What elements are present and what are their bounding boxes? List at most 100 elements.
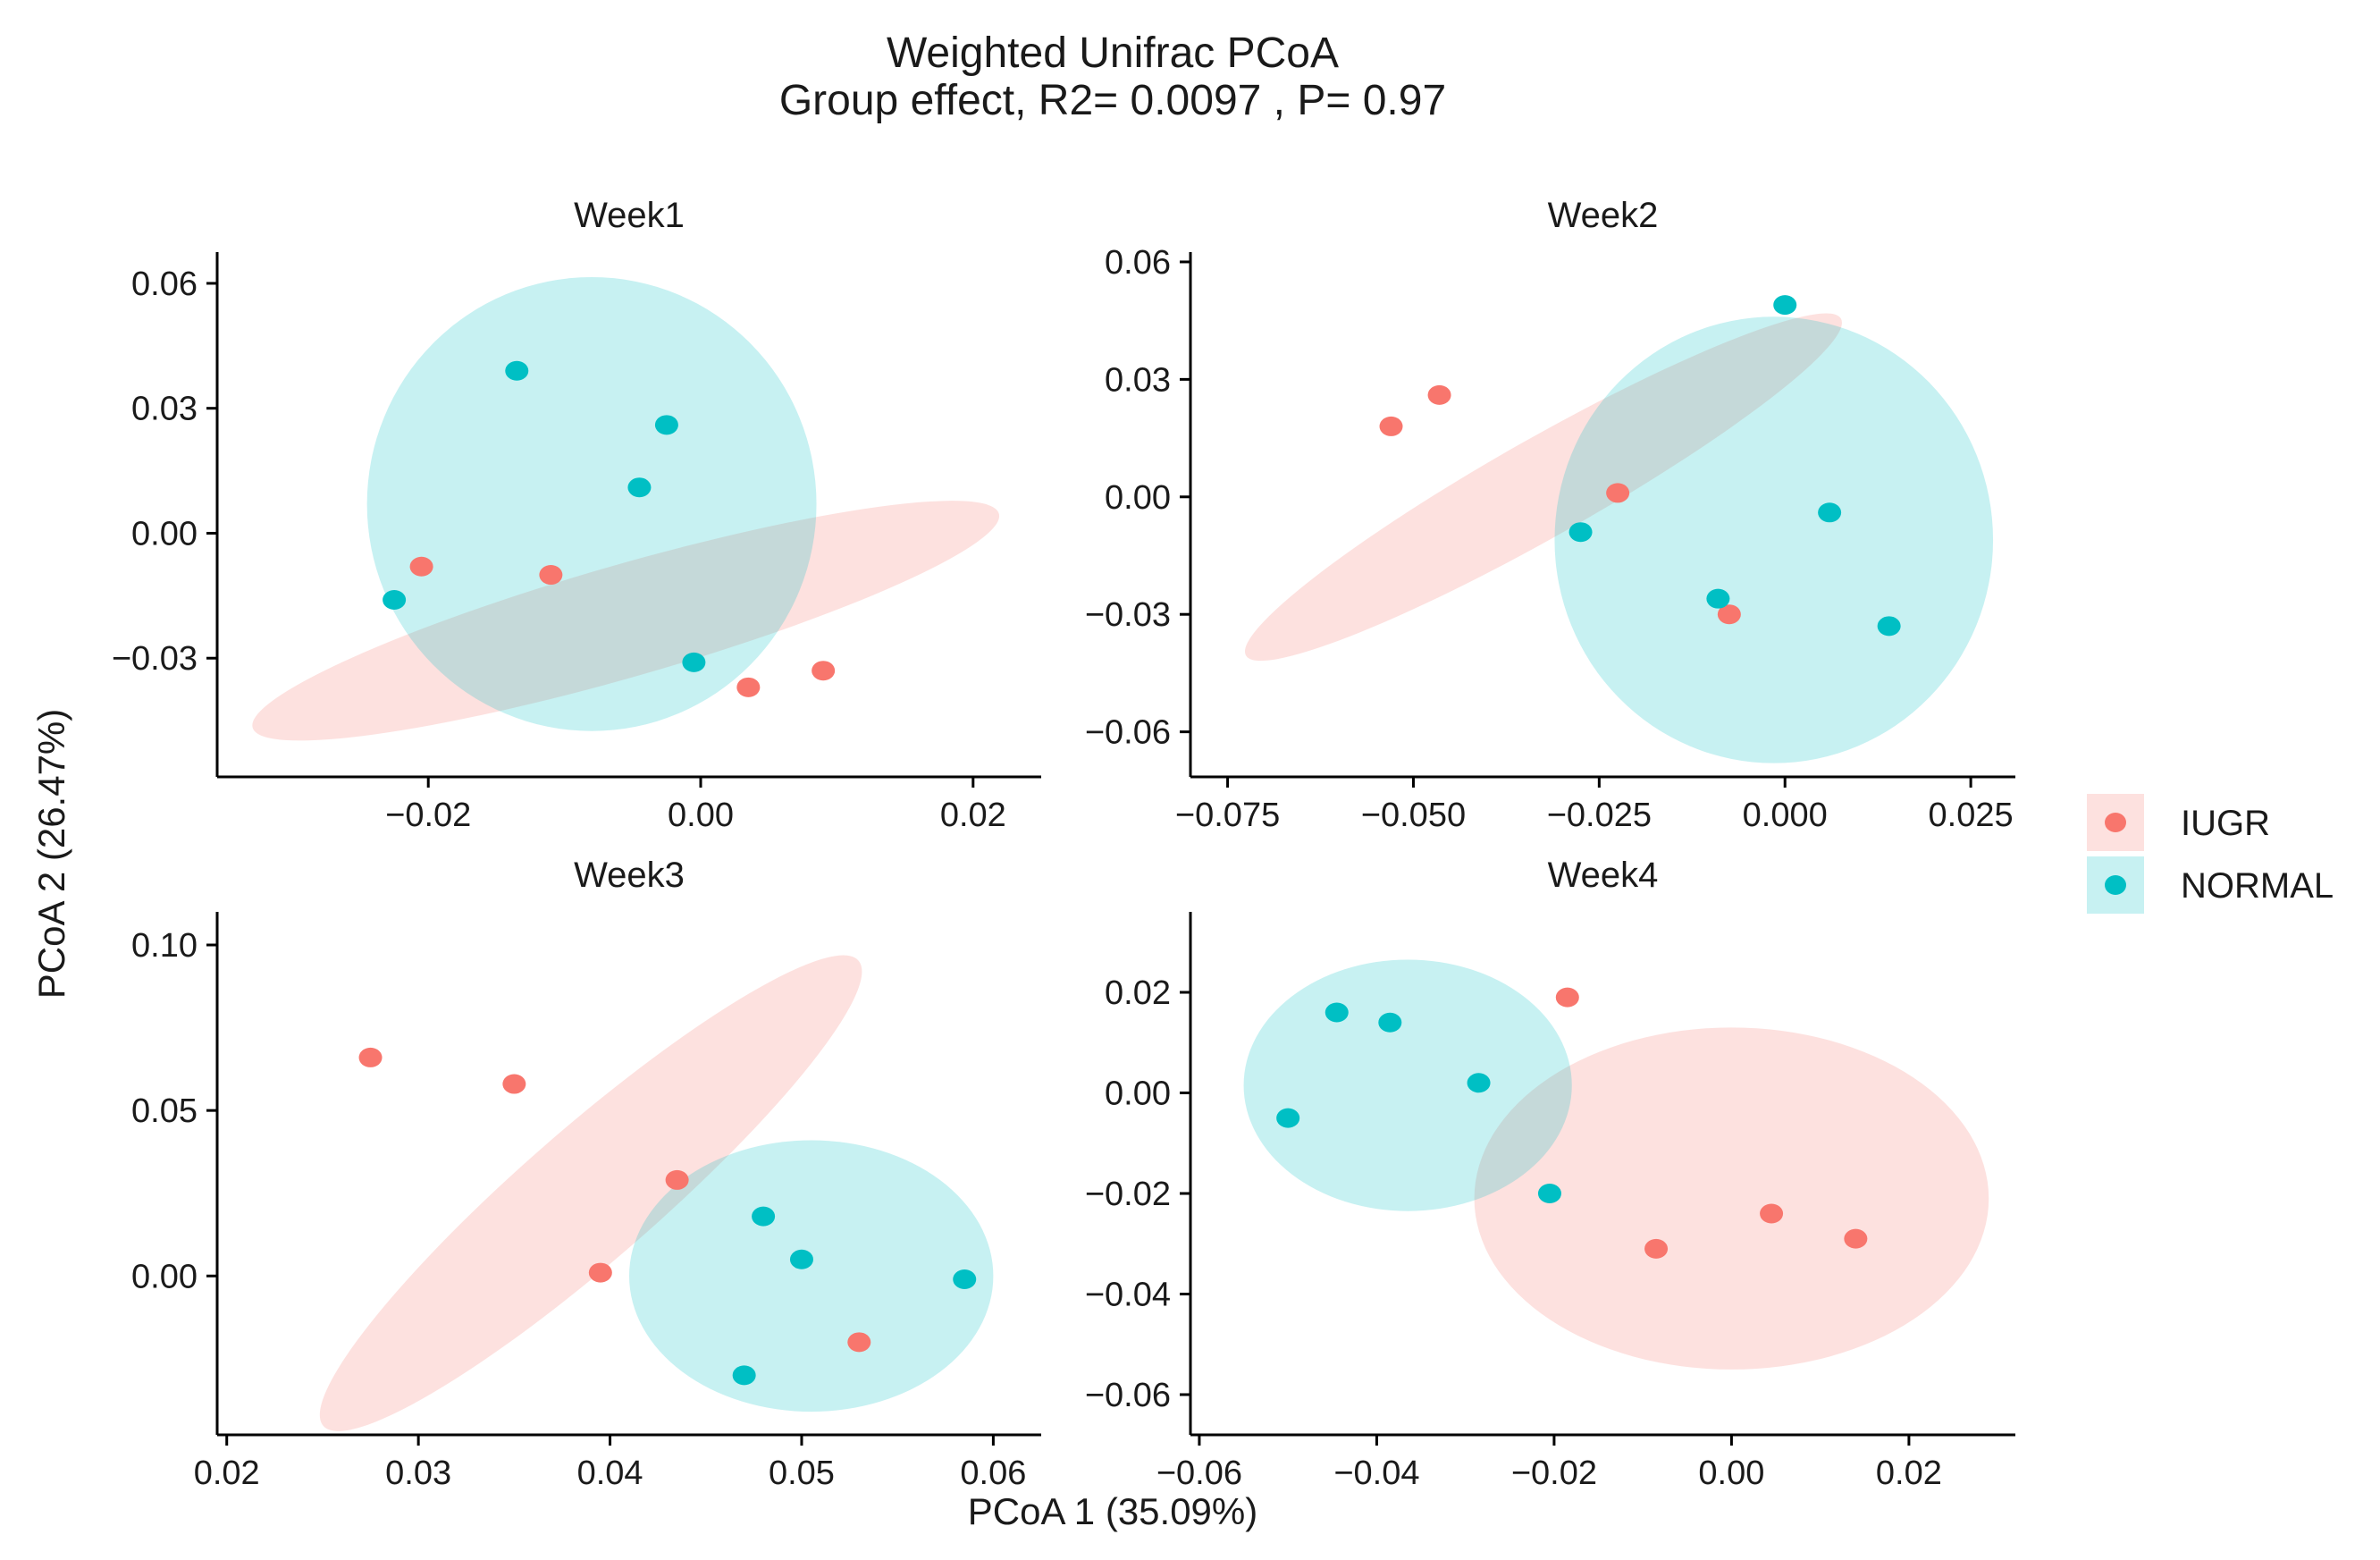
point-normal-week2-2 xyxy=(1818,502,1842,523)
point-iugr-week1-4 xyxy=(812,661,836,681)
points-week1 xyxy=(383,360,836,697)
x-tick-label-week1-3: 0.02 xyxy=(940,797,1006,834)
ellipse-normal-week1 xyxy=(366,276,817,731)
legend-label-iugr: IUGR xyxy=(2181,804,2270,843)
x-tick-label-week4-1: −0.06 xyxy=(1156,1455,1242,1492)
point-normal-week4-5 xyxy=(1537,1184,1561,1203)
panel-week2: Week2 −0.075 −0.050 −0.025 0.000 0.025 −0.06 −0… xyxy=(1085,196,2015,834)
x-tick-label-week1-1: −0.02 xyxy=(385,797,471,834)
x-tick-label-week4-2: −0.04 xyxy=(1333,1455,1419,1492)
strip-title-week4: Week4 xyxy=(1548,856,1659,895)
y-tick-label-week1-3: 0.03 xyxy=(131,391,198,428)
x-axis-title: PCoA 1 (35.09%) xyxy=(968,1490,1258,1532)
ellipse-iugr-week3 xyxy=(319,955,862,1431)
legend-label-normal: NORMAL xyxy=(2181,866,2334,906)
point-normal-week3-2 xyxy=(789,1249,813,1269)
point-normal-week1-1 xyxy=(505,360,529,381)
x-tick-label-week2-1: −0.075 xyxy=(1175,797,1280,834)
ellipse-normal-week2 xyxy=(1554,316,1994,763)
x-tick-label-week2-3: −0.025 xyxy=(1547,797,1652,834)
x-tick-label-week3-3: 0.04 xyxy=(577,1455,643,1492)
point-iugr-week4-1 xyxy=(1555,987,1579,1008)
panel-week3: Week3 0.02 0.03 0.04 0.05 0.06 0.00 0.05 0.10 xyxy=(131,856,1041,1492)
y-tick-label-week1-2: 0.00 xyxy=(131,515,198,552)
point-iugr-week1-1 xyxy=(409,556,433,577)
chart-subtitle: Group effect, R2= 0.0097 , P= 0.97 xyxy=(779,77,1446,124)
point-iugr-week2-3 xyxy=(1606,483,1630,503)
point-normal-week2-1 xyxy=(1773,295,1797,316)
y-tick-label-week4-3: −0.02 xyxy=(1085,1176,1171,1213)
ellipse-iugr-week2 xyxy=(1244,313,1842,662)
ellipse-normal-week4 xyxy=(1243,959,1572,1211)
x-tick-label-week4-3: −0.02 xyxy=(1511,1455,1597,1492)
strip-title-week2: Week2 xyxy=(1548,196,1659,235)
x-tick-label-week3-4: 0.05 xyxy=(769,1455,835,1492)
point-iugr-week2-1 xyxy=(1379,416,1403,436)
strip-title-week3: Week3 xyxy=(574,856,685,895)
panel-week4: Week4 −0.06 −0.04 −0.02 0.00 0.02 −0.06 −0.04 −0… xyxy=(1085,856,2015,1492)
point-iugr-week2-4 xyxy=(1717,604,1741,625)
y-tick-label-week1-4: 0.06 xyxy=(131,266,198,303)
y-tick-label-week2-2: −0.03 xyxy=(1085,596,1171,634)
point-normal-week3-1 xyxy=(752,1206,776,1227)
points-week3 xyxy=(358,1047,977,1386)
ellipses-week1 xyxy=(252,276,1000,741)
x-tick-label-week3-5: 0.06 xyxy=(960,1455,1026,1492)
point-normal-week3-4 xyxy=(732,1365,756,1386)
ellipses-week4 xyxy=(1243,959,1989,1370)
point-iugr-week4-3 xyxy=(1760,1203,1784,1224)
point-iugr-week3-5 xyxy=(847,1332,871,1353)
point-iugr-week1-3 xyxy=(736,677,761,697)
y-tick-label-week4-5: 0.02 xyxy=(1105,974,1171,1012)
x-tick-label-week4-4: 0.00 xyxy=(1698,1455,1764,1492)
facet-panels: Week1−0.02 0.00 0.02−0.030.000.030.06Week2… xyxy=(112,196,2015,1492)
point-normal-week1-4 xyxy=(383,590,407,611)
panel-week1: Week1 −0.02 0.00 0.02 −0.03 0.00 0.03 0.06 xyxy=(112,196,1041,834)
y-tick-label-week2-3: 0.00 xyxy=(1105,479,1171,517)
y-tick-label-week2-1: −0.06 xyxy=(1085,714,1171,752)
legend-key-normal xyxy=(2105,875,2126,895)
point-normal-week4-3 xyxy=(1467,1073,1491,1093)
point-iugr-week4-2 xyxy=(1644,1238,1669,1259)
x-tick-label-week4-5: 0.02 xyxy=(1876,1455,1942,1492)
x-tick-label-week1-2: 0.00 xyxy=(668,797,734,834)
strip-title-week1: Week1 xyxy=(574,196,685,235)
legend: IUGR NORMAL xyxy=(2087,794,2334,914)
point-iugr-week4-4 xyxy=(1844,1228,1868,1249)
point-iugr-week3-1 xyxy=(358,1047,383,1067)
point-normal-week3-3 xyxy=(953,1269,977,1289)
point-normal-week4-2 xyxy=(1378,1012,1402,1033)
ellipse-normal-week3 xyxy=(629,1140,994,1412)
y-tick-label-week3-2: 0.05 xyxy=(131,1092,198,1130)
y-tick-label-week4-2: −0.04 xyxy=(1085,1277,1171,1314)
point-iugr-week1-2 xyxy=(539,565,563,586)
x-tick-label-week2-5: 0.025 xyxy=(1929,797,2014,834)
y-tick-label-week4-1: −0.06 xyxy=(1085,1377,1171,1414)
point-normal-week1-5 xyxy=(682,652,706,672)
point-normal-week2-3 xyxy=(1568,522,1593,543)
ellipse-iugr-week1 xyxy=(252,501,1000,741)
ellipses-week3 xyxy=(319,955,994,1431)
x-tick-label-week2-2: −0.050 xyxy=(1361,797,1466,834)
y-tick-label-week3-3: 0.10 xyxy=(131,927,198,965)
point-normal-week2-4 xyxy=(1706,588,1730,609)
legend-key-iugr xyxy=(2105,813,2126,832)
point-normal-week1-2 xyxy=(654,415,678,435)
y-tick-label-week1-1: −0.03 xyxy=(112,640,198,678)
point-normal-week4-4 xyxy=(1276,1108,1300,1128)
points-week2 xyxy=(1379,295,1901,637)
y-tick-label-week2-4: 0.03 xyxy=(1105,361,1171,399)
points-week4 xyxy=(1276,987,1868,1259)
x-tick-label-week3-1: 0.02 xyxy=(194,1455,260,1492)
point-normal-week2-5 xyxy=(1877,616,1901,637)
point-iugr-week3-3 xyxy=(665,1169,689,1190)
y-tick-label-week2-5: 0.06 xyxy=(1105,244,1171,282)
ellipse-iugr-week4 xyxy=(1474,1027,1989,1370)
y-axis-title: PCoA 2 (26.47%) xyxy=(30,709,72,999)
point-iugr-week2-2 xyxy=(1427,384,1451,405)
point-normal-week4-1 xyxy=(1325,1002,1349,1023)
y-tick-label-week3-1: 0.00 xyxy=(131,1258,198,1295)
chart-title: Weighted Unifrac PCoA xyxy=(887,30,1339,77)
x-tick-label-week2-4: 0.000 xyxy=(1743,797,1828,834)
